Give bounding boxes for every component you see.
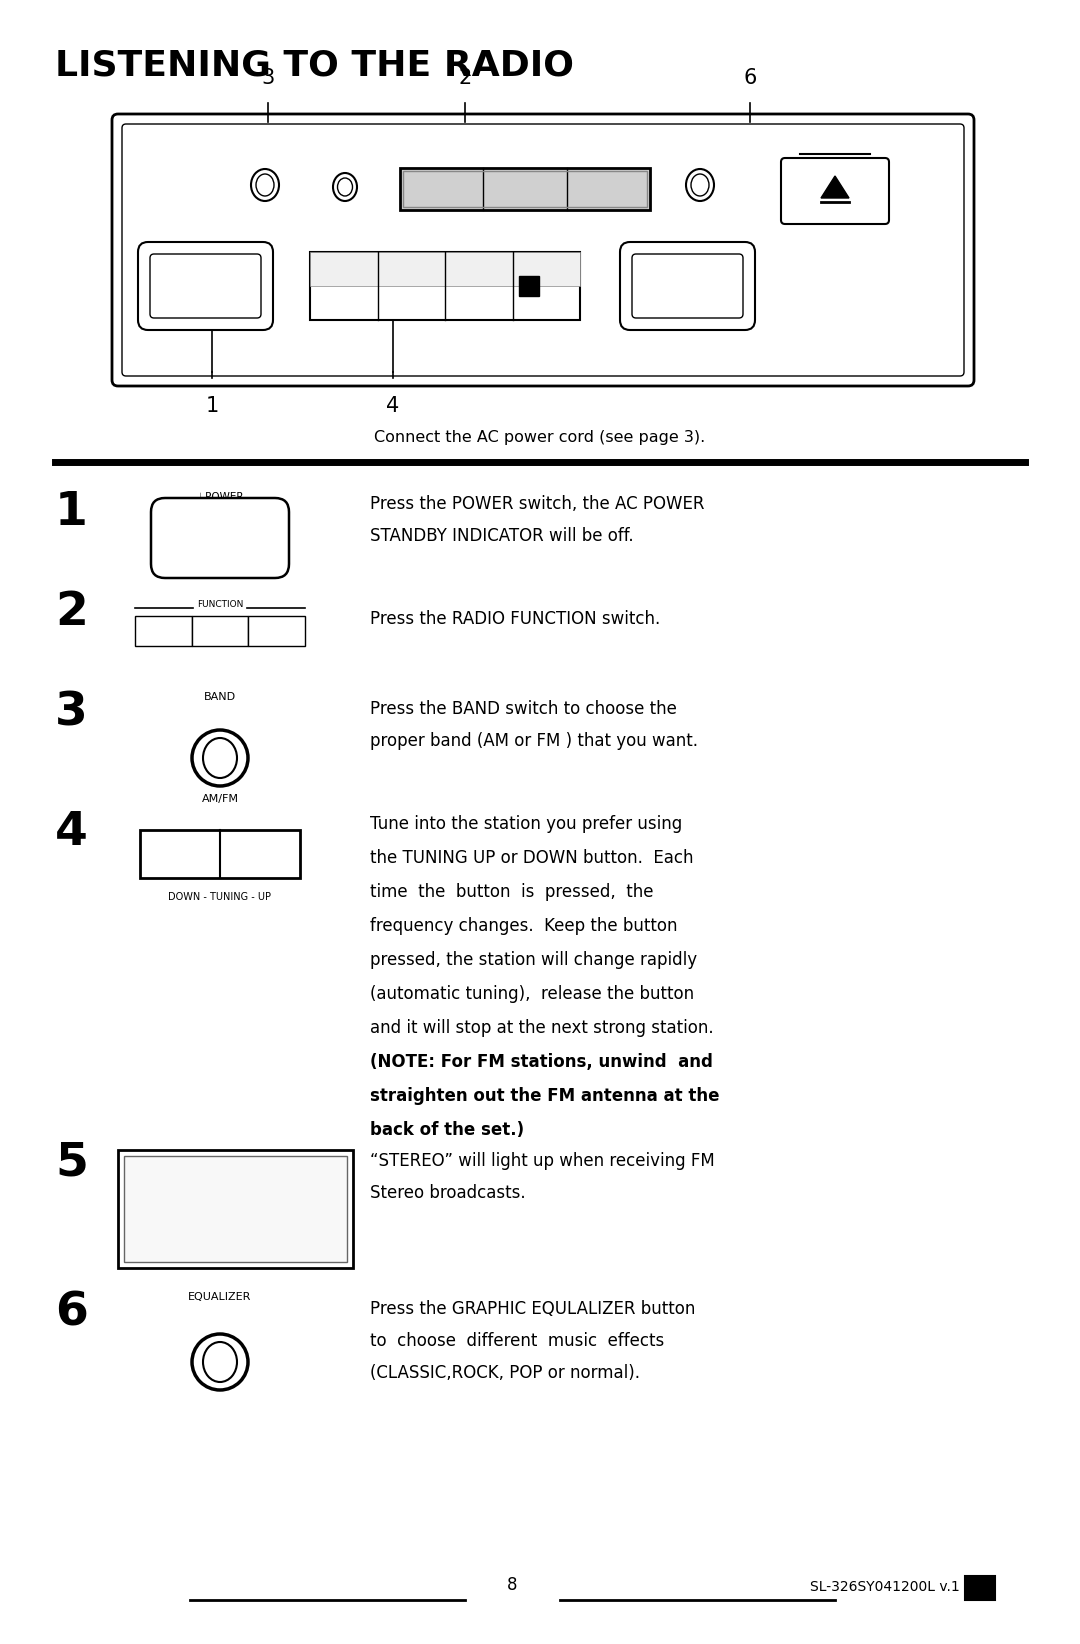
Text: 5: 5 — [55, 1139, 87, 1185]
Ellipse shape — [686, 169, 714, 201]
FancyBboxPatch shape — [138, 242, 273, 330]
Text: BAND: BAND — [204, 692, 237, 702]
Text: Press the BAND switch to choose the: Press the BAND switch to choose the — [370, 700, 677, 718]
Text: pressed, the station will change rapidly: pressed, the station will change rapidly — [370, 950, 697, 968]
Bar — [191, 616, 248, 646]
Text: Tune into the station you prefer using: Tune into the station you prefer using — [370, 815, 683, 834]
Text: RADIO: RADIO — [150, 626, 177, 636]
Text: proper band (AM or FM ) that you want.: proper band (AM or FM ) that you want. — [370, 732, 698, 750]
Text: LISTENING TO THE RADIO: LISTENING TO THE RADIO — [55, 48, 573, 82]
Text: E: E — [975, 1582, 984, 1595]
Ellipse shape — [251, 169, 279, 201]
Text: frequency changes.  Keep the button: frequency changes. Keep the button — [370, 917, 677, 935]
Text: ▶▶|: ▶▶| — [400, 279, 423, 293]
Polygon shape — [821, 176, 849, 197]
Text: straighten out the FM antenna at the: straighten out the FM antenna at the — [370, 1087, 719, 1105]
Text: Press the POWER switch, the AC POWER: Press the POWER switch, the AC POWER — [370, 495, 704, 513]
Text: ↺: ↺ — [471, 276, 486, 294]
Ellipse shape — [333, 173, 357, 201]
Bar — [966, 1577, 995, 1600]
Text: DOWN - TUNING - UP: DOWN - TUNING - UP — [168, 893, 271, 903]
Bar — [248, 616, 305, 646]
FancyBboxPatch shape — [620, 242, 755, 330]
Ellipse shape — [691, 174, 708, 196]
FancyBboxPatch shape — [151, 498, 289, 579]
Ellipse shape — [203, 1342, 237, 1383]
Text: AM/FM: AM/FM — [202, 794, 239, 804]
Text: to  choose  different  music  effects: to choose different music effects — [370, 1332, 664, 1350]
Text: MHZ: MHZ — [316, 1236, 337, 1246]
Text: 1: 1 — [55, 490, 87, 534]
Text: EQUALIZER: EQUALIZER — [188, 1292, 252, 1302]
Text: (CLASSIC,ROCK, POP or normal).: (CLASSIC,ROCK, POP or normal). — [370, 1365, 640, 1383]
Bar — [310, 252, 580, 286]
Text: 2: 2 — [55, 590, 87, 635]
Text: Press the GRAPHIC EQULALIZER button: Press the GRAPHIC EQULALIZER button — [370, 1300, 696, 1318]
Text: ▶⏸: ▶⏸ — [678, 279, 697, 293]
Text: back of the set.): back of the set.) — [370, 1121, 524, 1139]
Ellipse shape — [203, 738, 237, 778]
Text: “STEREO” will light up when receiving FM: “STEREO” will light up when receiving FM — [370, 1152, 715, 1171]
Text: 4: 4 — [55, 810, 87, 855]
Ellipse shape — [256, 174, 274, 196]
FancyBboxPatch shape — [781, 158, 889, 224]
Circle shape — [192, 730, 248, 786]
Text: 8: 8 — [507, 1577, 517, 1595]
FancyBboxPatch shape — [112, 113, 974, 386]
Text: (automatic tuning),  release the button: (automatic tuning), release the button — [370, 985, 694, 1003]
Bar — [135, 616, 191, 646]
Text: |◀◀: |◀◀ — [168, 848, 192, 860]
Text: STEREO: STEREO — [138, 1167, 172, 1177]
Text: CD: CD — [270, 626, 283, 636]
Text: SL-326SY041200L v.1: SL-326SY041200L v.1 — [810, 1580, 960, 1595]
Text: time  the  button  is  pressed,  the: time the button is pressed, the — [370, 883, 653, 901]
Text: 3: 3 — [55, 690, 87, 735]
Text: 6: 6 — [55, 1291, 87, 1335]
Text: 2: 2 — [458, 67, 472, 89]
Text: the TUNING UP or DOWN button.  Each: the TUNING UP or DOWN button. Each — [370, 848, 693, 866]
Bar — [400, 168, 650, 210]
Text: Connect the AC power cord (see page 3).: Connect the AC power cord (see page 3). — [375, 431, 705, 446]
Bar — [118, 1151, 353, 1268]
Text: ♩ POWER: ♩ POWER — [197, 492, 243, 501]
Bar — [310, 252, 580, 321]
Bar — [140, 830, 300, 878]
Bar — [124, 1156, 347, 1263]
Text: 1: 1 — [205, 396, 218, 416]
Text: (NOTE: For FM stations, unwind  and: (NOTE: For FM stations, unwind and — [370, 1054, 713, 1070]
Text: FM: FM — [136, 1236, 152, 1246]
Ellipse shape — [337, 178, 352, 196]
Text: |◀◀: |◀◀ — [332, 279, 355, 293]
Text: 6: 6 — [743, 67, 757, 89]
Text: 4: 4 — [387, 396, 400, 416]
Text: ▶▶|: ▶▶| — [248, 848, 272, 860]
Bar — [403, 171, 647, 207]
Text: 3: 3 — [261, 67, 274, 89]
Bar — [518, 276, 539, 296]
Text: and it will stop at the next strong station.: and it will stop at the next strong stat… — [370, 1019, 714, 1037]
Text: 88.3: 88.3 — [168, 1197, 275, 1241]
Text: STANDBY INDICATOR will be off.: STANDBY INDICATOR will be off. — [370, 528, 634, 546]
Circle shape — [192, 1333, 248, 1389]
Text: FUNCTION: FUNCTION — [197, 600, 243, 608]
Text: Press the RADIO FUNCTION switch.: Press the RADIO FUNCTION switch. — [370, 610, 660, 628]
Text: TAPE: TAPE — [210, 626, 230, 636]
Text: Stereo broadcasts.: Stereo broadcasts. — [370, 1184, 526, 1202]
